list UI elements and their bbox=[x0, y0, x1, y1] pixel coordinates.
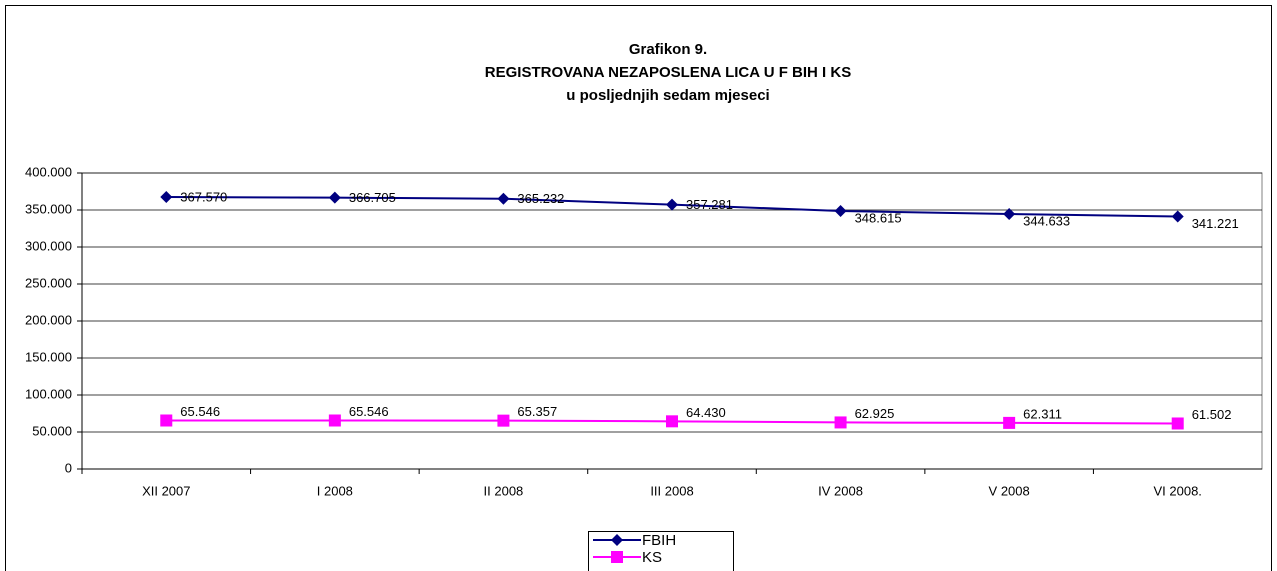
x-tick-label: III 2008 bbox=[650, 483, 693, 498]
marker bbox=[497, 192, 510, 205]
data-label: 348.615 bbox=[855, 210, 902, 225]
y-tick-label: 400.000 bbox=[25, 164, 72, 179]
legend-marker bbox=[611, 551, 623, 563]
legend-label: KS bbox=[642, 549, 662, 566]
data-label: 341.221 bbox=[1192, 216, 1239, 231]
y-tick-label: 350.000 bbox=[25, 201, 72, 216]
marker bbox=[497, 414, 510, 427]
data-label: 62.925 bbox=[855, 406, 895, 421]
marker bbox=[1171, 417, 1184, 430]
x-tick-label: XII 2007 bbox=[142, 483, 190, 498]
marker bbox=[834, 416, 847, 429]
data-label: 344.633 bbox=[1023, 213, 1070, 228]
chart-title: Grafikon 9. bbox=[629, 41, 707, 58]
y-tick-label: 0 bbox=[65, 460, 72, 475]
x-tick-label: II 2008 bbox=[484, 483, 524, 498]
y-tick-label: 100.000 bbox=[25, 386, 72, 401]
data-label: 367.570 bbox=[180, 189, 227, 204]
data-label: 366.705 bbox=[349, 190, 396, 205]
marker bbox=[160, 190, 173, 203]
data-label: 64.430 bbox=[686, 405, 726, 420]
marker bbox=[328, 191, 341, 204]
x-tick-label: VI 2008. bbox=[1153, 483, 1201, 498]
data-label: 62.311 bbox=[1023, 406, 1062, 421]
x-tick-label: I 2008 bbox=[317, 483, 353, 498]
data-label: 365.232 bbox=[517, 191, 564, 206]
marker bbox=[160, 414, 173, 427]
data-label: 357.281 bbox=[686, 197, 733, 212]
marker bbox=[1003, 416, 1016, 429]
y-tick-label: 50.000 bbox=[32, 423, 72, 438]
legend-marker bbox=[611, 534, 623, 546]
legend-label: FBIH bbox=[642, 532, 676, 549]
marker bbox=[1171, 210, 1184, 223]
y-tick-label: 200.000 bbox=[25, 312, 72, 327]
data-label: 65.546 bbox=[349, 404, 389, 419]
marker bbox=[666, 415, 678, 428]
chart-title: u posljednjih sedam mjeseci bbox=[566, 87, 769, 104]
marker bbox=[834, 205, 847, 218]
x-tick-label: V 2008 bbox=[989, 483, 1030, 498]
chart-title: REGISTROVANA NEZAPOSLENA LICA U F BIH I … bbox=[485, 64, 851, 81]
y-tick-label: 150.000 bbox=[25, 349, 72, 364]
data-label: 65.357 bbox=[517, 404, 557, 419]
marker bbox=[328, 414, 341, 427]
x-tick-label: IV 2008 bbox=[818, 483, 863, 498]
marker bbox=[666, 198, 678, 211]
data-label: 65.546 bbox=[180, 404, 220, 419]
data-label: 61.502 bbox=[1192, 407, 1232, 422]
y-tick-label: 300.000 bbox=[25, 238, 72, 253]
marker bbox=[1003, 207, 1016, 220]
y-tick-label: 250.000 bbox=[25, 275, 72, 290]
